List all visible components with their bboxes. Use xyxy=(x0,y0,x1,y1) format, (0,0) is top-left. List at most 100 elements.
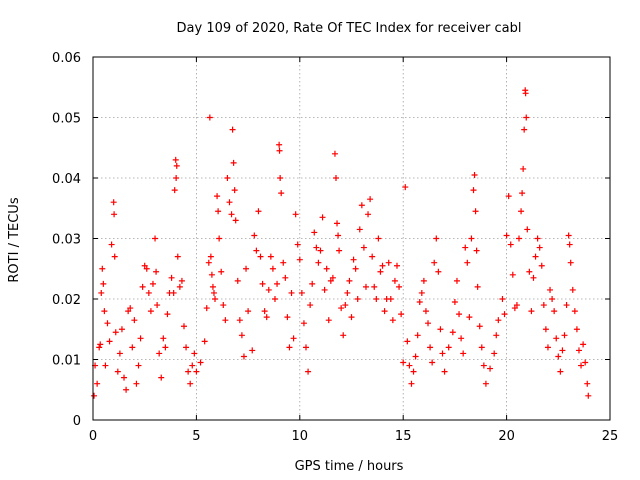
data-point xyxy=(170,289,177,296)
data-point xyxy=(185,368,192,375)
data-point xyxy=(365,211,372,218)
data-point xyxy=(296,256,303,263)
data-point xyxy=(160,335,167,342)
data-point xyxy=(427,344,434,351)
data-point xyxy=(203,305,210,312)
data-point xyxy=(402,184,409,191)
data-point xyxy=(319,214,326,221)
data-point xyxy=(208,271,215,278)
data-point xyxy=(449,329,456,336)
y-tick-label: 0 xyxy=(73,414,81,429)
data-point xyxy=(471,171,478,178)
data-point xyxy=(464,259,471,266)
data-point xyxy=(323,265,330,272)
data-point xyxy=(317,247,324,254)
data-point xyxy=(171,187,178,194)
data-point xyxy=(269,265,276,272)
grid xyxy=(93,57,610,420)
data-point xyxy=(509,271,516,278)
data-point xyxy=(101,308,108,315)
data-point xyxy=(145,289,152,296)
data-point xyxy=(168,274,175,281)
data-point xyxy=(342,302,349,309)
data-point xyxy=(367,196,374,203)
data-point xyxy=(143,265,150,272)
data-point xyxy=(313,244,320,251)
data-point xyxy=(551,308,558,315)
data-point xyxy=(118,326,125,333)
y-tick-label: 0.02 xyxy=(52,293,81,308)
data-point xyxy=(97,341,104,348)
data-point xyxy=(404,338,411,345)
data-point xyxy=(406,362,413,369)
data-point xyxy=(197,359,204,366)
data-point xyxy=(98,289,105,296)
x-tick-label: 20 xyxy=(498,429,515,444)
data-point xyxy=(255,208,262,215)
data-point xyxy=(104,320,111,327)
data-point xyxy=(129,344,136,351)
data-point xyxy=(152,235,159,242)
data-point xyxy=(480,362,487,369)
data-point xyxy=(387,296,394,302)
data-point xyxy=(236,317,243,324)
data-point xyxy=(445,344,452,351)
data-point xyxy=(435,268,442,275)
data-point xyxy=(478,344,485,351)
data-point xyxy=(414,332,421,339)
data-point xyxy=(100,280,107,287)
data-point xyxy=(332,175,339,181)
data-point xyxy=(584,380,591,387)
data-point xyxy=(542,326,549,333)
data-point xyxy=(493,332,500,339)
data-point xyxy=(573,326,580,333)
data-point xyxy=(396,283,403,290)
plot-frame xyxy=(92,56,611,421)
data-point xyxy=(102,362,109,369)
data-point xyxy=(243,265,250,272)
data-point xyxy=(398,311,405,318)
data-point xyxy=(559,347,566,354)
data-point xyxy=(468,235,475,242)
data-point xyxy=(381,308,388,315)
data-point xyxy=(158,374,165,381)
data-point xyxy=(220,302,227,309)
data-point xyxy=(276,147,283,154)
data-point xyxy=(523,114,530,121)
data-point xyxy=(191,350,198,357)
data-point xyxy=(557,368,564,375)
data-point xyxy=(311,229,318,236)
data-point xyxy=(547,286,554,293)
data-point xyxy=(315,259,322,266)
data-point xyxy=(232,217,239,224)
data-point xyxy=(133,380,140,387)
data-point xyxy=(206,114,213,121)
data-point xyxy=(210,289,217,296)
data-point xyxy=(439,350,446,357)
data-point xyxy=(91,392,98,399)
data-point xyxy=(215,208,222,215)
data-point xyxy=(369,253,376,260)
data-point xyxy=(108,241,115,248)
data-point xyxy=(303,344,310,351)
data-point xyxy=(451,299,458,306)
data-point xyxy=(261,308,268,315)
data-point xyxy=(253,247,260,254)
data-point xyxy=(274,280,281,287)
data-point xyxy=(216,235,223,242)
data-point xyxy=(532,253,539,260)
data-point xyxy=(429,359,436,366)
data-point xyxy=(524,226,531,233)
data-point xyxy=(334,220,341,227)
data-point xyxy=(433,235,440,242)
data-point xyxy=(209,283,216,290)
data-point xyxy=(121,374,128,381)
data-point xyxy=(340,332,347,339)
data-point xyxy=(553,335,560,342)
data-point xyxy=(178,277,185,284)
data-point xyxy=(412,353,419,360)
data-point xyxy=(187,380,194,387)
data-point xyxy=(474,283,481,290)
data-point xyxy=(379,262,386,269)
data-point xyxy=(460,350,467,357)
